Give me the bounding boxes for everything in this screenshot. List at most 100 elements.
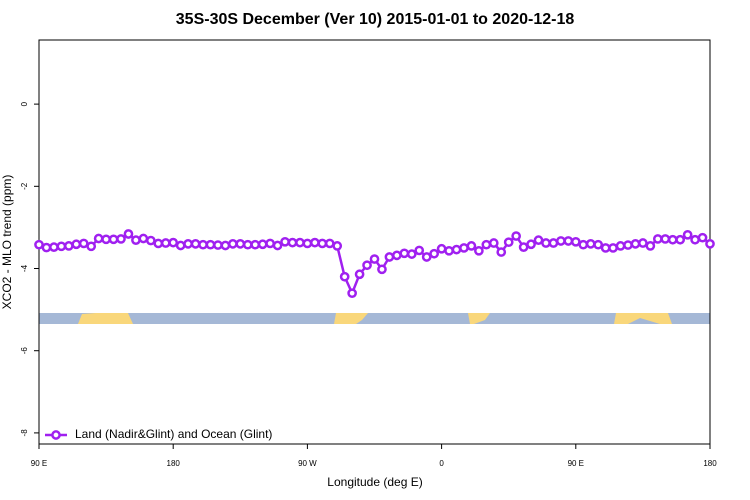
x-axis-label: Longitude (deg E) bbox=[327, 475, 422, 489]
data-point bbox=[630, 238, 641, 249]
data-point bbox=[466, 241, 477, 251]
data-point bbox=[518, 242, 529, 252]
data-point bbox=[347, 288, 357, 299]
data-point bbox=[503, 237, 514, 248]
data-point bbox=[131, 235, 141, 246]
data-point bbox=[153, 238, 164, 249]
data-point bbox=[78, 238, 89, 249]
map-strip bbox=[39, 313, 710, 324]
y-axis-label: XCO2 - MLO trend (ppm) bbox=[0, 175, 14, 310]
data-point bbox=[190, 238, 201, 249]
data-point bbox=[339, 271, 350, 282]
data-point bbox=[526, 239, 536, 250]
data-point bbox=[414, 245, 425, 256]
data-point bbox=[287, 237, 298, 248]
data-point bbox=[444, 245, 454, 256]
data-point bbox=[183, 238, 193, 249]
x-tick-label: 0 bbox=[439, 459, 444, 468]
data-point bbox=[593, 239, 604, 250]
data-point bbox=[608, 243, 618, 253]
land-patch bbox=[334, 313, 368, 324]
data-point bbox=[459, 243, 469, 253]
data-point bbox=[556, 236, 566, 246]
data-point bbox=[548, 238, 559, 248]
data-point bbox=[138, 233, 149, 244]
data-point bbox=[175, 240, 186, 251]
data-point bbox=[421, 252, 432, 262]
data-point bbox=[332, 241, 343, 251]
data-point bbox=[86, 241, 97, 252]
data-point bbox=[198, 239, 208, 250]
data-point bbox=[436, 243, 447, 254]
data-point bbox=[101, 234, 111, 245]
data-point bbox=[354, 269, 365, 280]
data-point bbox=[392, 250, 402, 261]
data-point bbox=[302, 238, 313, 249]
data-point bbox=[324, 238, 335, 249]
x-tick-label: 90 W bbox=[298, 459, 317, 468]
data-point bbox=[205, 239, 216, 250]
data-point bbox=[578, 239, 589, 250]
data-point bbox=[317, 238, 328, 249]
data-point bbox=[563, 236, 574, 246]
data-point bbox=[645, 241, 656, 251]
data-point bbox=[384, 252, 395, 262]
data-point bbox=[697, 232, 708, 243]
y-tick-label: -4 bbox=[20, 264, 29, 272]
data-point bbox=[377, 264, 387, 275]
data-point bbox=[49, 242, 59, 252]
data-point bbox=[123, 229, 134, 239]
data-point bbox=[369, 254, 380, 264]
x-tick-label: 90 E bbox=[31, 459, 47, 468]
data-point bbox=[406, 249, 417, 259]
land-patch bbox=[468, 313, 490, 324]
data-point bbox=[623, 240, 633, 250]
data-point bbox=[116, 234, 126, 244]
data-point bbox=[34, 239, 44, 250]
data-point bbox=[682, 229, 693, 240]
data-point bbox=[690, 234, 700, 245]
data-point bbox=[160, 238, 171, 248]
data-point bbox=[280, 236, 290, 247]
x-tick-label: 90 E bbox=[568, 459, 584, 468]
data-point bbox=[638, 238, 648, 248]
data-point bbox=[93, 233, 104, 244]
legend-label: Land (Nadir&Glint) and Ocean (Glint) bbox=[75, 427, 272, 441]
data-point bbox=[41, 242, 52, 253]
data-point bbox=[675, 234, 686, 245]
data-point bbox=[481, 239, 492, 250]
data-point bbox=[652, 234, 663, 244]
data-point bbox=[585, 238, 596, 249]
data-point bbox=[227, 238, 238, 249]
data-point bbox=[145, 235, 156, 246]
x-tick-label: 180 bbox=[167, 459, 181, 468]
data-point bbox=[250, 239, 261, 250]
y-tick-label: -2 bbox=[20, 182, 29, 190]
data-point bbox=[496, 247, 507, 257]
y-tick-label: -6 bbox=[20, 347, 29, 355]
y-tick-label: 0 bbox=[20, 101, 29, 106]
legend-marker bbox=[51, 430, 61, 440]
data-point bbox=[71, 239, 82, 250]
data-point bbox=[429, 248, 439, 259]
data-point bbox=[362, 260, 372, 271]
data-point bbox=[168, 237, 179, 248]
ocean-strip bbox=[39, 313, 710, 324]
chart-title: 35S-30S December (Ver 10) 2015-01-01 to … bbox=[176, 11, 575, 28]
data-point bbox=[660, 234, 671, 244]
land-patch bbox=[614, 313, 672, 324]
data-point bbox=[242, 239, 253, 250]
data-point bbox=[235, 238, 246, 249]
data-point bbox=[570, 236, 581, 247]
data-point bbox=[108, 234, 119, 245]
data-point bbox=[399, 248, 410, 259]
data-point bbox=[705, 238, 715, 249]
data-point bbox=[541, 238, 551, 248]
data-point bbox=[257, 239, 268, 250]
data-point bbox=[600, 243, 611, 253]
data-point bbox=[63, 241, 74, 251]
data-point bbox=[295, 237, 305, 248]
data-point bbox=[511, 231, 522, 241]
